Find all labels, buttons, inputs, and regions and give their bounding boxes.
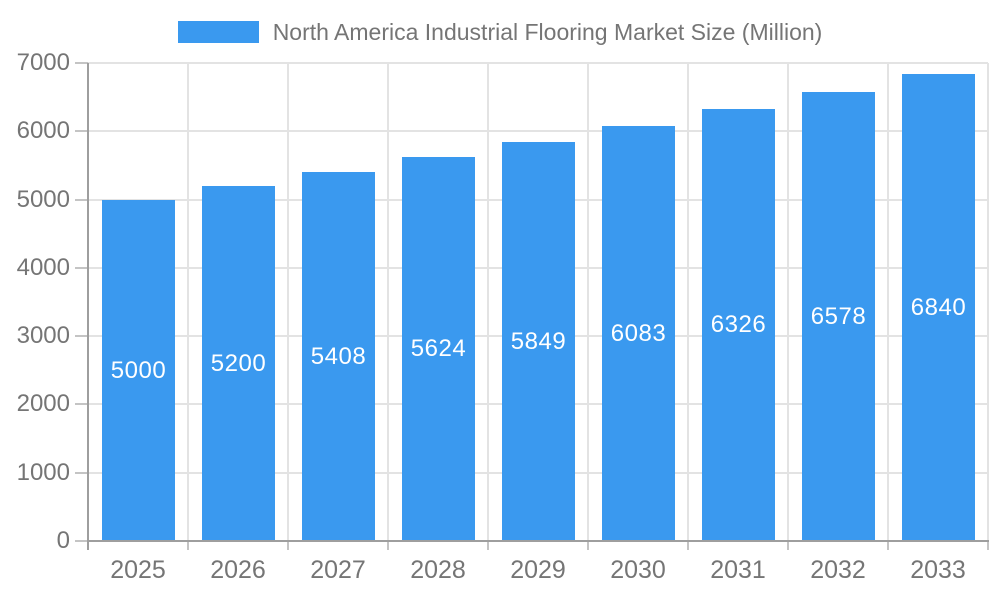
y-tick-label: 7000 xyxy=(16,49,70,76)
y-tick-label: 6000 xyxy=(16,117,70,144)
x-gridline xyxy=(487,63,489,541)
x-gridline xyxy=(387,63,389,541)
bar-2031[interactable]: 6326 xyxy=(702,109,775,541)
x-gridline xyxy=(287,63,289,541)
bar-value-label: 6578 xyxy=(810,302,867,330)
x-tick-mark xyxy=(387,541,389,550)
bar-value-label: 5849 xyxy=(510,327,567,355)
x-tick-label: 2025 xyxy=(110,556,166,584)
y-tick-label: 1000 xyxy=(16,459,70,486)
x-tick-mark xyxy=(787,541,789,550)
x-gridline xyxy=(187,63,189,541)
y-tick-mark xyxy=(75,130,88,132)
y-tick-label: 3000 xyxy=(16,322,70,349)
bar-2026[interactable]: 5200 xyxy=(202,186,275,541)
x-tick-label: 2027 xyxy=(310,556,366,584)
x-gridline xyxy=(587,63,589,541)
x-tick-mark xyxy=(587,541,589,550)
bar-value-label: 5624 xyxy=(410,335,467,362)
bar-value-label: 5200 xyxy=(210,349,267,377)
x-tick-label: 2032 xyxy=(810,556,866,584)
x-tick-label: 2031 xyxy=(710,556,766,584)
y-tick-mark xyxy=(75,267,88,269)
bar-2032[interactable]: 6578 xyxy=(802,92,875,541)
bar-value-label: 6083 xyxy=(610,319,667,347)
y-tick-mark xyxy=(75,472,88,474)
y-tick-label: 5000 xyxy=(16,186,70,213)
y-tick-mark xyxy=(75,335,88,337)
x-gridline xyxy=(687,63,689,541)
x-tick-label: 2033 xyxy=(910,556,966,584)
legend-item[interactable]: North America Industrial Flooring Market… xyxy=(0,17,1000,47)
bar-2027[interactable]: 5408 xyxy=(302,172,375,541)
bar-value-label: 5000 xyxy=(110,356,167,384)
x-tick-mark xyxy=(487,541,489,550)
x-tick-label: 2026 xyxy=(210,556,266,584)
y-gridline xyxy=(88,130,988,132)
y-tick-mark xyxy=(75,62,88,64)
x-tick-mark xyxy=(887,541,889,550)
bar-value-label: 5408 xyxy=(310,342,367,370)
x-tick-mark xyxy=(187,541,189,550)
y-tick-mark xyxy=(75,540,88,542)
y-tick-label: 0 xyxy=(56,527,70,554)
x-gridline xyxy=(887,63,889,541)
x-tick-label: 2030 xyxy=(610,556,666,584)
legend-swatch xyxy=(177,21,259,43)
x-tick-mark xyxy=(287,541,289,550)
x-gridline xyxy=(987,63,989,541)
x-tick-mark xyxy=(987,541,989,550)
x-tick-label: 2029 xyxy=(510,556,566,584)
x-axis-line xyxy=(87,540,989,542)
bar-value-label: 6840 xyxy=(910,293,967,321)
x-tick-label: 2028 xyxy=(410,556,466,584)
legend-label: North America Industrial Flooring Market… xyxy=(272,19,823,45)
y-axis-line xyxy=(87,63,89,550)
x-gridline xyxy=(787,63,789,541)
x-tick-mark xyxy=(687,541,689,550)
bar-2025[interactable]: 5000 xyxy=(102,200,175,541)
y-tick-mark xyxy=(75,403,88,405)
bar-2033[interactable]: 6840 xyxy=(902,74,975,541)
bar-value-label: 6326 xyxy=(710,311,767,338)
bar-2030[interactable]: 6083 xyxy=(602,126,675,541)
y-gridline xyxy=(88,62,988,64)
y-tick-mark xyxy=(75,199,88,201)
y-tick-label: 2000 xyxy=(16,390,70,417)
y-tick-label: 4000 xyxy=(16,254,70,281)
bar-2029[interactable]: 5849 xyxy=(502,142,575,541)
bar-2028[interactable]: 5624 xyxy=(402,157,475,541)
